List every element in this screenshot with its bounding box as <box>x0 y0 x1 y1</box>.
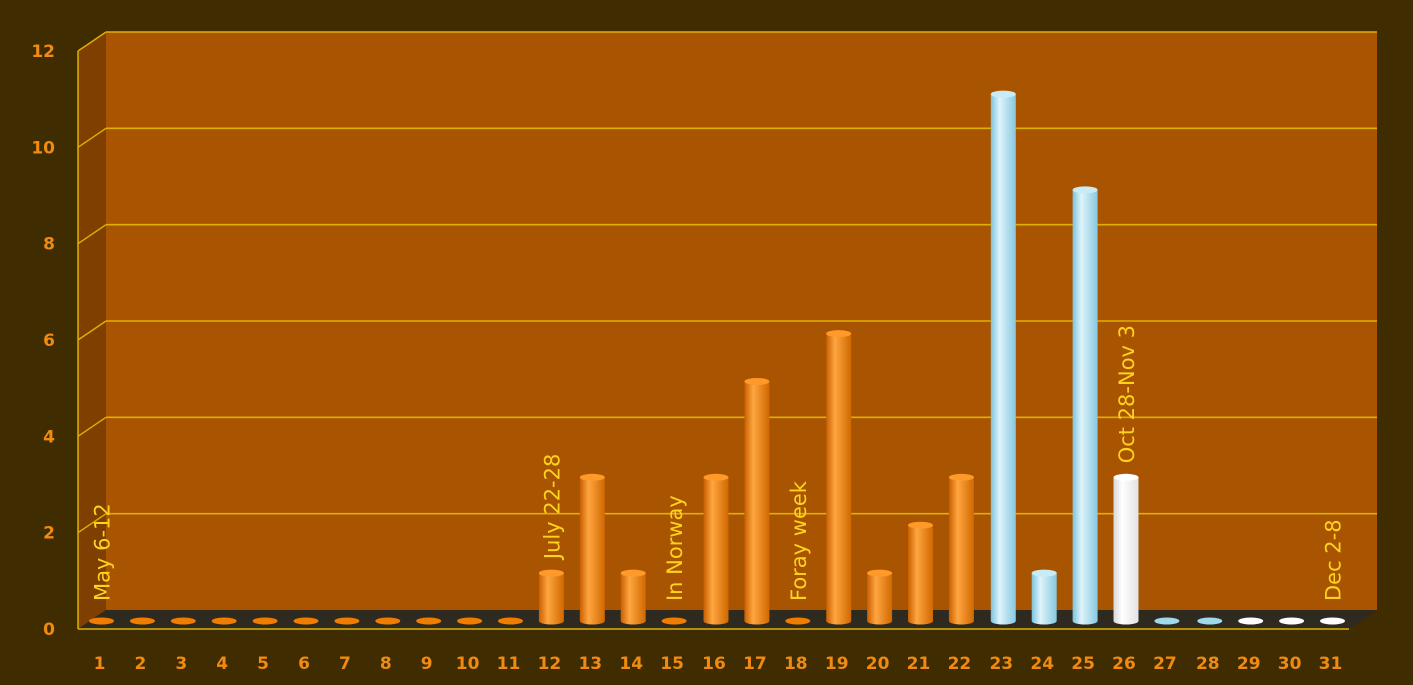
y-tick-label: 8 <box>43 235 55 255</box>
x-tick-label: 18 <box>784 654 808 674</box>
annotation-label: Oct 28-Nov 3 <box>1115 325 1139 463</box>
bar-14 <box>620 569 646 625</box>
x-tick-label: 19 <box>825 654 849 674</box>
y-tick-label: 10 <box>31 138 55 158</box>
annotation-label: In Norway <box>663 495 687 601</box>
annotation-label: July 22-28 <box>540 454 564 561</box>
x-tick-label: 4 <box>216 654 228 674</box>
x-tick-label: 25 <box>1071 654 1095 674</box>
bar-10 <box>457 617 483 625</box>
bar-19 <box>826 330 852 625</box>
x-tick-label: 15 <box>660 654 684 674</box>
x-tick-label: 11 <box>497 654 521 674</box>
bar-13 <box>579 473 605 625</box>
bar-12 <box>538 569 564 625</box>
y-tick-label: 0 <box>43 620 55 640</box>
bar-7 <box>334 617 360 625</box>
x-tick-label: 12 <box>538 654 562 674</box>
x-tick-label: 3 <box>175 654 187 674</box>
annotations: May 6-12 July 22-28 In Norway Foray week Oct… <box>91 325 1346 601</box>
bar-24 <box>1031 569 1057 625</box>
bar-1 <box>89 617 114 625</box>
gridline-side <box>77 513 107 534</box>
x-tick-label: 23 <box>989 654 1013 674</box>
x-tick-label: 9 <box>421 654 433 674</box>
gridline-side <box>77 416 107 437</box>
bar-27 <box>1154 617 1180 625</box>
x-tick-label: 2 <box>134 654 146 674</box>
x-tick-label: 8 <box>380 654 392 674</box>
bar-28 <box>1197 617 1223 625</box>
bar-17 <box>744 378 770 625</box>
x-tick-label: 22 <box>948 654 972 674</box>
annotation-label: Foray week <box>787 480 811 601</box>
bar-22 <box>948 473 974 625</box>
x-tick-label: 31 <box>1319 654 1343 674</box>
annotation-label: Dec 2-8 <box>1322 519 1346 601</box>
bar-23 <box>990 90 1016 625</box>
x-tick-label: 29 <box>1237 654 1261 674</box>
y-tick-labels: 0 2 4 6 8 10 12 <box>31 42 55 640</box>
x-tick-label: 17 <box>743 654 767 674</box>
x-tick-label: 14 <box>619 654 643 674</box>
x-tick-label: 10 <box>456 654 480 674</box>
gridline-side <box>77 224 107 245</box>
y-tick-label: 2 <box>43 524 55 544</box>
bar-15 <box>661 617 687 625</box>
bar-2 <box>129 617 155 625</box>
bars <box>89 90 1345 625</box>
y-tick-label: 6 <box>43 331 55 351</box>
x-tick-label: 6 <box>298 654 310 674</box>
x-tick-label: 30 <box>1278 654 1302 674</box>
bar-26 <box>1113 473 1139 625</box>
x-tick-label: 1 <box>94 654 106 674</box>
bar-5 <box>252 617 278 625</box>
x-tick-label: 21 <box>907 654 931 674</box>
bar-11 <box>498 617 523 625</box>
bar-21 <box>908 521 933 625</box>
bar-4 <box>211 617 237 625</box>
x-tick-label: 26 <box>1112 654 1136 674</box>
x-tick-label: 5 <box>257 654 269 674</box>
gridline-side <box>77 31 107 52</box>
y-tick-label: 12 <box>31 42 55 62</box>
bar-29 <box>1238 617 1264 625</box>
bar-25 <box>1072 186 1098 625</box>
x-tick-labels: 1 2 3 4 5 6 7 8 9 10 11 12 13 14 15 16 17 18 19 20 21 22 23 24 2… <box>94 654 1343 674</box>
x-tick-label: 20 <box>866 654 890 674</box>
bar-18 <box>785 617 811 625</box>
x-tick-label: 13 <box>578 654 602 674</box>
gridlines <box>77 31 1377 534</box>
y-tick-label: 4 <box>43 427 55 447</box>
bar-9 <box>416 617 442 625</box>
bar-3 <box>170 617 196 625</box>
bar-20 <box>867 569 893 625</box>
x-tick-label: 16 <box>702 654 726 674</box>
x-tick-label: 28 <box>1196 654 1220 674</box>
x-tick-label: 7 <box>339 654 351 674</box>
bar-8 <box>375 617 401 625</box>
bar-16 <box>703 473 729 625</box>
x-tick-label: 24 <box>1030 654 1054 674</box>
gridline-side <box>77 320 107 341</box>
x-tick-label: 27 <box>1153 654 1177 674</box>
bar-30 <box>1279 617 1305 625</box>
gridline-side <box>77 127 107 148</box>
bar-6 <box>293 617 319 625</box>
annotation-label: May 6-12 <box>91 503 115 601</box>
bar-31 <box>1320 617 1345 625</box>
